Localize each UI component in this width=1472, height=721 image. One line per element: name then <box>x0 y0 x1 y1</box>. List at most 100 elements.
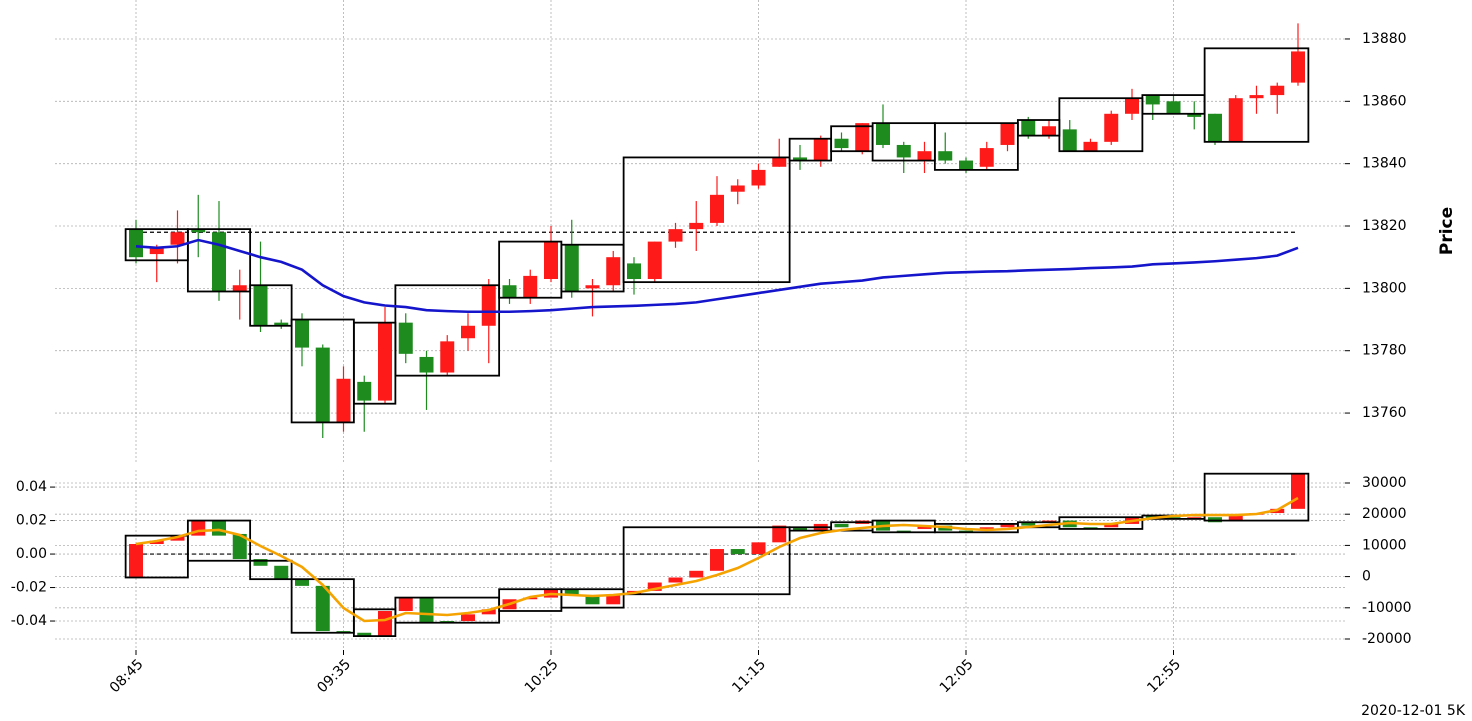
candle-body <box>1104 113 1119 142</box>
candle-body <box>876 123 890 145</box>
range-box <box>933 122 1019 171</box>
candle-body <box>1249 95 1264 99</box>
candle-body <box>959 160 973 170</box>
candle-body <box>564 589 579 596</box>
candle-body <box>274 322 289 326</box>
range-box <box>622 156 791 284</box>
candle-body <box>295 579 309 586</box>
range-box <box>1058 97 1144 153</box>
candle-body <box>1104 523 1119 528</box>
candle-body <box>606 257 621 286</box>
x-tick-label: 08:45 <box>107 656 147 696</box>
y-tick-label: 0.02 <box>16 513 47 529</box>
range-box <box>249 559 293 581</box>
candle-body <box>938 151 953 161</box>
range-box <box>560 588 625 609</box>
candle-body <box>129 229 143 258</box>
y-tick-label: -0.04 <box>11 613 47 629</box>
candle-body <box>855 123 870 152</box>
candle-body <box>793 157 807 161</box>
indicator-line <box>135 496 1299 623</box>
candle-body <box>1228 98 1243 142</box>
range-box <box>394 284 501 377</box>
range-box <box>1203 47 1310 143</box>
y-tick-label: 13800 <box>1362 280 1407 296</box>
y-tick-label: 0.04 <box>16 479 47 495</box>
candle-body <box>461 614 475 622</box>
candle-body <box>834 138 849 149</box>
candle-body <box>979 148 994 167</box>
y-tick-label: 13760 <box>1362 405 1407 421</box>
candle-body <box>730 549 745 555</box>
candle-body <box>1291 51 1305 83</box>
x-tick-label: 09:35 <box>314 656 354 696</box>
candle-body <box>295 319 309 348</box>
candle-body <box>1145 95 1160 105</box>
y-tick-label: 13780 <box>1362 343 1407 359</box>
indicator-line <box>135 238 1299 314</box>
candle-body <box>1270 85 1285 96</box>
y-tick-label: -10000 <box>1362 600 1412 616</box>
candle-body <box>481 285 496 326</box>
candle-body <box>1062 129 1077 152</box>
candle-body <box>274 565 289 580</box>
candle-body <box>606 594 621 605</box>
candle-body <box>751 542 766 555</box>
candle-body <box>772 157 787 167</box>
y-tick-label: 13820 <box>1362 218 1407 234</box>
x-tick-label: 11:15 <box>729 656 769 696</box>
candle-body <box>896 144 911 158</box>
candle-body <box>813 138 828 161</box>
candle-body <box>232 533 247 560</box>
candle-body <box>191 229 206 233</box>
footer: 2020-12-01 5K <box>1361 703 1466 719</box>
y-tick-label: -20000 <box>1362 631 1412 647</box>
candle-body <box>253 559 268 566</box>
y-tick-label: 13840 <box>1362 156 1407 172</box>
candle-body <box>772 525 787 543</box>
candle-body <box>357 632 372 637</box>
candle-body <box>1228 515 1243 521</box>
x-tick-label: 12:05 <box>937 656 977 696</box>
range-box <box>249 284 293 327</box>
y-tick-label: 0 <box>1362 569 1371 585</box>
range-box <box>290 578 355 634</box>
y-tick-label: 10000 <box>1362 537 1407 553</box>
candle-body <box>419 597 434 623</box>
candle-body <box>419 356 434 373</box>
candle-body <box>378 610 392 637</box>
candle-body <box>710 549 724 571</box>
candle-body <box>647 241 662 280</box>
candle-body <box>461 325 475 339</box>
range-box <box>622 526 791 596</box>
candle-body <box>129 544 143 578</box>
candle-body <box>668 229 683 242</box>
y-tick-label: 30000 <box>1362 475 1407 491</box>
range-box <box>186 228 252 293</box>
candle-body <box>1000 523 1015 528</box>
y-axis-label: Price <box>1437 207 1457 255</box>
candle-body <box>1166 101 1181 114</box>
candle-body <box>149 540 164 545</box>
y-tick-label: 13880 <box>1362 31 1407 47</box>
range-box <box>1203 472 1310 522</box>
candle-body <box>710 194 724 223</box>
candle-body <box>1208 113 1222 142</box>
x-tick-label: 10:25 <box>522 656 562 696</box>
candle-body <box>834 523 849 528</box>
candle-body <box>149 247 164 255</box>
candle-body <box>585 285 600 289</box>
candle-body <box>917 151 932 161</box>
candle-body <box>1000 123 1015 145</box>
candle-body <box>1291 473 1305 509</box>
x-tick-label: 12:55 <box>1144 656 1184 696</box>
y-tick-label: 20000 <box>1362 506 1407 522</box>
candle-body <box>315 585 330 632</box>
candle-body <box>689 222 704 230</box>
candle-body <box>253 285 268 326</box>
candle-body <box>170 232 185 245</box>
candle-body <box>668 577 683 583</box>
y-tick-label: 0.00 <box>16 546 47 562</box>
y-tick-label: -0.02 <box>11 580 47 596</box>
